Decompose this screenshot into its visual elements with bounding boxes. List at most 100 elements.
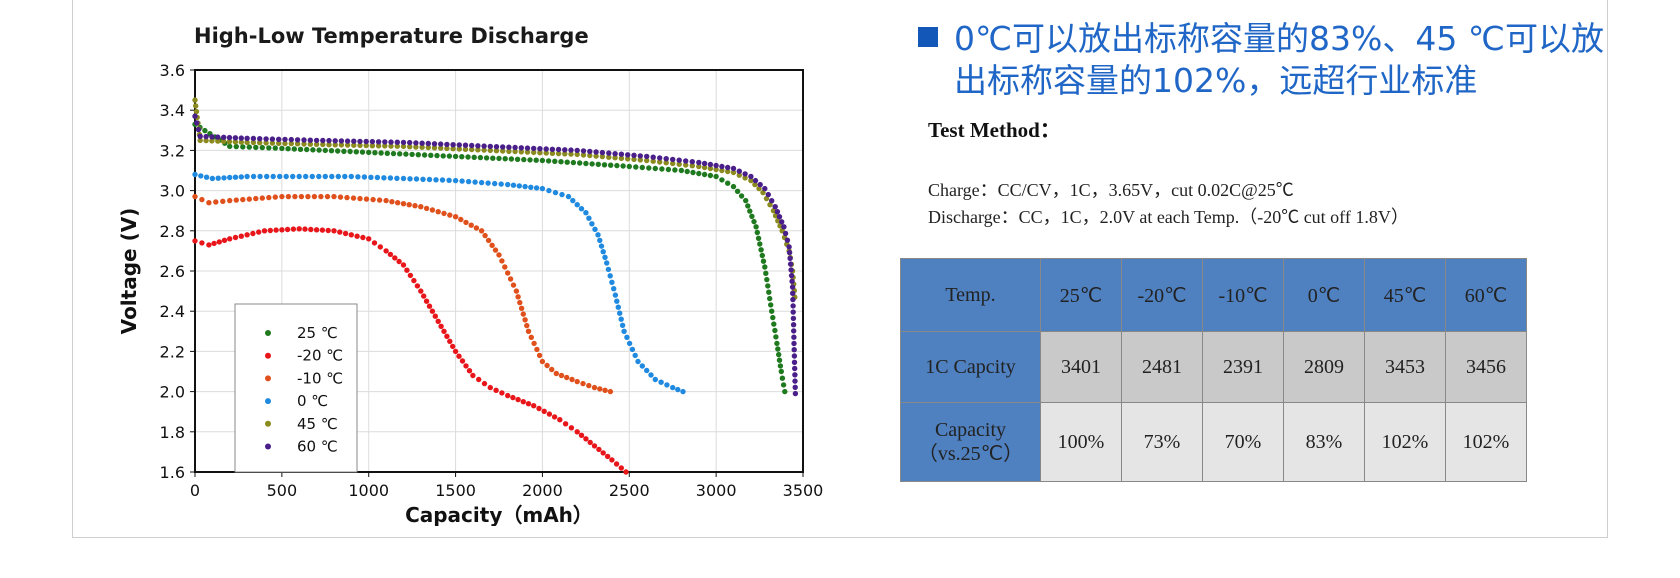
- data-point: [209, 175, 216, 182]
- data-point: [559, 191, 565, 198]
- data-point: [487, 384, 493, 391]
- data-point: [266, 194, 272, 201]
- data-point: [487, 143, 493, 150]
- data-point: [518, 149, 524, 155]
- data-point: [341, 148, 347, 154]
- data-point: [194, 120, 200, 126]
- data-point: [493, 387, 499, 393]
- data-point: [425, 144, 431, 151]
- data-point: [211, 240, 217, 247]
- data-point: [279, 145, 285, 152]
- data-point: [269, 140, 276, 146]
- data-point: [595, 232, 601, 238]
- data-point: [769, 198, 775, 204]
- data-point: [213, 199, 219, 205]
- data-point: [203, 174, 210, 180]
- data-point: [232, 139, 239, 145]
- data-point: [291, 146, 297, 152]
- data-point: [263, 140, 269, 146]
- data-point: [701, 164, 708, 171]
- data-point: [418, 204, 424, 210]
- data-point: [707, 172, 714, 179]
- data-point: [625, 156, 631, 162]
- x-tick-label: 500: [267, 481, 298, 500]
- data-point: [562, 151, 568, 157]
- legend-marker: [265, 443, 271, 450]
- data-point: [292, 193, 298, 200]
- data-point: [776, 351, 782, 358]
- data-point: [394, 139, 400, 145]
- data-point: [469, 142, 475, 149]
- table-cell: 2481: [1121, 331, 1203, 403]
- data-point: [792, 378, 798, 384]
- data-point: [632, 352, 638, 359]
- data-point: [648, 372, 654, 378]
- data-point: [527, 157, 533, 163]
- data-point: [462, 142, 469, 148]
- data-point: [549, 146, 556, 152]
- data-point: [387, 175, 394, 181]
- data-point: [257, 136, 263, 142]
- data-point: [465, 154, 471, 160]
- data-point: [206, 242, 212, 248]
- data-point: [381, 175, 387, 181]
- data-point: [369, 143, 376, 149]
- test-method-title: Test Method：: [928, 118, 1061, 142]
- data-point: [492, 247, 499, 253]
- data-point: [790, 296, 796, 303]
- data-point: [195, 126, 202, 133]
- data-point: [447, 338, 453, 344]
- data-point: [774, 209, 781, 215]
- data-point: [769, 308, 775, 314]
- row-label: Capacity （vs.25℃）: [900, 402, 1041, 482]
- data-point: [612, 155, 618, 161]
- data-point: [400, 201, 407, 207]
- data-point: [413, 176, 420, 182]
- data-point: [337, 229, 343, 235]
- data-point: [419, 144, 425, 150]
- data-point: [663, 156, 669, 162]
- data-point: [790, 322, 797, 328]
- data-point: [639, 363, 645, 369]
- data-point: [270, 173, 276, 180]
- data-point: [657, 159, 663, 165]
- data-point: [624, 334, 630, 340]
- data-point: [753, 224, 759, 230]
- data-point: [587, 148, 593, 155]
- data-point: [578, 206, 585, 212]
- data-point: [250, 173, 257, 180]
- data-point: [294, 137, 301, 143]
- data-point: [389, 199, 395, 205]
- data-point: [524, 322, 530, 329]
- data-point: [791, 359, 798, 365]
- data-point: [684, 168, 690, 175]
- data-point: [435, 209, 441, 215]
- data-point: [552, 189, 559, 196]
- x-tick-label: 1500: [435, 481, 476, 500]
- data-point: [452, 153, 459, 160]
- data-point: [396, 258, 402, 265]
- data-point: [366, 149, 372, 156]
- data-point: [431, 145, 438, 151]
- chart-title: High-Low Temperature Discharge: [194, 24, 589, 48]
- data-point: [713, 162, 719, 169]
- data-point: [790, 290, 796, 296]
- data-point: [564, 159, 570, 165]
- data-point: [250, 230, 256, 237]
- data-point: [446, 153, 453, 159]
- data-point: [787, 255, 793, 262]
- data-point: [604, 453, 611, 460]
- data-point: [244, 135, 250, 141]
- data-point: [209, 134, 215, 140]
- data-point: [713, 166, 719, 173]
- data-point: [618, 155, 625, 161]
- charge-condition: Charge：CC/CV，1C，3.65V，cut 0.02C@25℃: [928, 180, 1294, 200]
- data-point: [518, 305, 525, 311]
- data-point: [350, 195, 357, 201]
- data-point: [569, 376, 575, 383]
- data-point: [506, 144, 512, 150]
- data-point: [288, 136, 294, 143]
- data-point: [244, 232, 250, 238]
- data-point: [772, 204, 778, 210]
- data-point: [482, 232, 488, 239]
